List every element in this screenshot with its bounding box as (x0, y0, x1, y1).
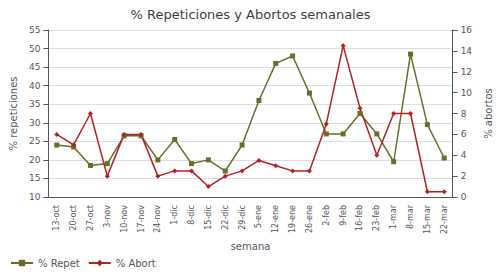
svg-text:10: 10 (29, 192, 41, 202)
svg-text:16-feb: 16-feb (355, 205, 364, 231)
svg-text:12-ene: 12-ene (271, 205, 280, 233)
svg-text:22-dic: 22-dic (221, 205, 230, 230)
svg-text:16: 16 (461, 25, 473, 35)
svg-text:24-nov: 24-nov (153, 205, 162, 233)
svg-text:15: 15 (29, 173, 40, 183)
svg-text:23-feb: 23-feb (372, 205, 381, 231)
svg-text:15-mar: 15-mar (423, 204, 432, 234)
svg-text:8-mar: 8-mar (406, 204, 415, 229)
svg-text:22-mar: 22-mar (440, 204, 449, 234)
svg-text:10: 10 (461, 88, 473, 98)
svg-text:29-dic: 29-dic (238, 205, 247, 230)
svg-text:30: 30 (29, 118, 41, 128)
svg-text:% Abort: % Abort (116, 258, 156, 269)
svg-text:2-feb: 2-feb (322, 205, 331, 226)
svg-text:6: 6 (461, 129, 467, 139)
svg-text:55: 55 (29, 25, 40, 35)
svg-text:1-mar: 1-mar (389, 204, 398, 229)
svg-text:40: 40 (29, 81, 41, 91)
svg-text:9-feb: 9-feb (339, 205, 348, 226)
svg-text:4: 4 (461, 150, 467, 160)
svg-text:1-dic: 1-dic (170, 205, 179, 225)
svg-text:20: 20 (29, 155, 41, 165)
svg-text:19-ene: 19-ene (288, 205, 297, 233)
svg-text:15-dic: 15-dic (204, 205, 213, 230)
svg-text:5-ene: 5-ene (254, 205, 263, 228)
svg-text:2: 2 (461, 171, 467, 181)
svg-text:% abortos: % abortos (483, 88, 494, 139)
svg-text:20-oct: 20-oct (69, 205, 78, 231)
svg-text:17-nov: 17-nov (137, 205, 146, 233)
svg-text:13-oct: 13-oct (52, 205, 61, 231)
svg-text:25: 25 (29, 136, 40, 146)
svg-text:14: 14 (461, 46, 473, 56)
svg-text:0: 0 (461, 192, 467, 202)
svg-text:% Repeticiones y Abortos seman: % Repeticiones y Abortos semanales (131, 7, 371, 22)
svg-text:% Repet: % Repet (38, 258, 80, 269)
svg-text:35: 35 (29, 99, 40, 109)
svg-text:3-nov: 3-nov (103, 205, 112, 228)
svg-text:8: 8 (461, 109, 467, 119)
svg-text:8-dic: 8-dic (187, 205, 196, 225)
svg-text:10-nov: 10-nov (120, 205, 129, 233)
svg-text:27-oct: 27-oct (86, 205, 95, 231)
svg-text:semana: semana (231, 241, 271, 252)
svg-text:26-ene: 26-ene (305, 205, 314, 233)
svg-text:50: 50 (29, 44, 41, 54)
svg-text:45: 45 (29, 62, 40, 72)
svg-text:% repeticiones: % repeticiones (8, 76, 19, 150)
svg-text:12: 12 (461, 67, 472, 77)
